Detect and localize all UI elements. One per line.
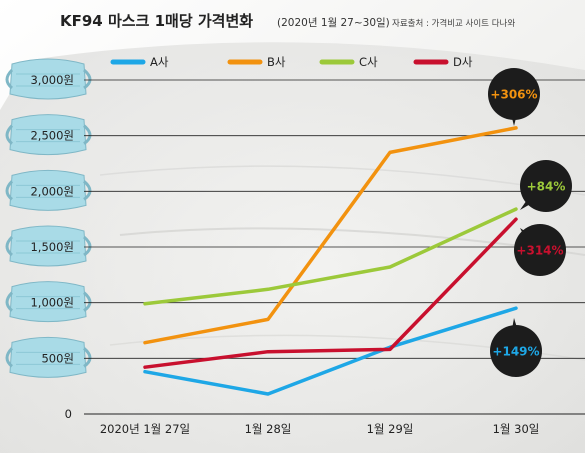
y-tick-labels: 0 500원 1,000원 1,500원 2,000원 2,500원 3,000원 — [30, 73, 74, 421]
change-label: +84% — [527, 180, 566, 194]
series-line — [143, 126, 518, 345]
mask-background-shape — [0, 42, 585, 453]
change-label: +149% — [492, 345, 539, 359]
mask-icon — [5, 114, 92, 156]
change-label: +314% — [516, 244, 563, 258]
y-tick-label: 2,000원 — [30, 184, 74, 198]
legend-label: A사 — [150, 55, 169, 69]
x-tick-labels: 2020년 1월 27일 1월 28일 1월 29일 1월 30일 — [100, 422, 540, 436]
mask-fold-line — [99, 165, 585, 196]
y-tick-label: 3,000원 — [30, 73, 74, 87]
legend: A사 B사 C사 D사 — [110, 55, 473, 69]
series-lines — [143, 126, 518, 396]
series-line — [143, 207, 518, 306]
mask-icon — [5, 58, 92, 100]
y-tick-label: 2,500원 — [30, 129, 74, 143]
change-bubble: +306% — [488, 68, 540, 126]
legend-label: D사 — [453, 55, 473, 69]
mask-icon — [5, 336, 92, 378]
legend-label: C사 — [359, 55, 378, 69]
change-bubble: +149% — [490, 318, 542, 377]
change-bubble: +314% — [514, 224, 566, 276]
chart-title: KF94 마스크 1매당 가격변화 — [60, 12, 253, 30]
mask-icon — [5, 225, 92, 267]
y-tick-label: 0 — [65, 407, 72, 421]
mask-fold-line — [119, 227, 585, 256]
x-tick-label: 1월 28일 — [245, 422, 292, 436]
legend-label: B사 — [267, 55, 286, 69]
y-tick-label: 500원 — [41, 351, 74, 365]
x-tick-label: 1월 29일 — [367, 422, 414, 436]
change-bubble: +84% — [520, 160, 572, 212]
change-label: +306% — [490, 88, 537, 102]
mask-icon — [5, 281, 92, 323]
chart-source: 자료출처 : 가격비교 사이트 다나와 — [392, 18, 515, 29]
chart-subtitle: (2020년 1월 27~30일) — [277, 16, 390, 29]
x-tick-label: 2020년 1월 27일 — [100, 422, 190, 436]
x-tick-label: 1월 30일 — [493, 422, 540, 436]
y-axis-mask-icons — [5, 58, 92, 378]
change-bubbles: +149% +306% +84% +314% — [488, 68, 572, 377]
y-tick-label: 1,000원 — [30, 296, 74, 310]
series-line — [143, 306, 518, 396]
series-line — [143, 217, 518, 369]
mask-icon — [5, 169, 92, 211]
y-tick-label: 1,500원 — [30, 240, 74, 254]
